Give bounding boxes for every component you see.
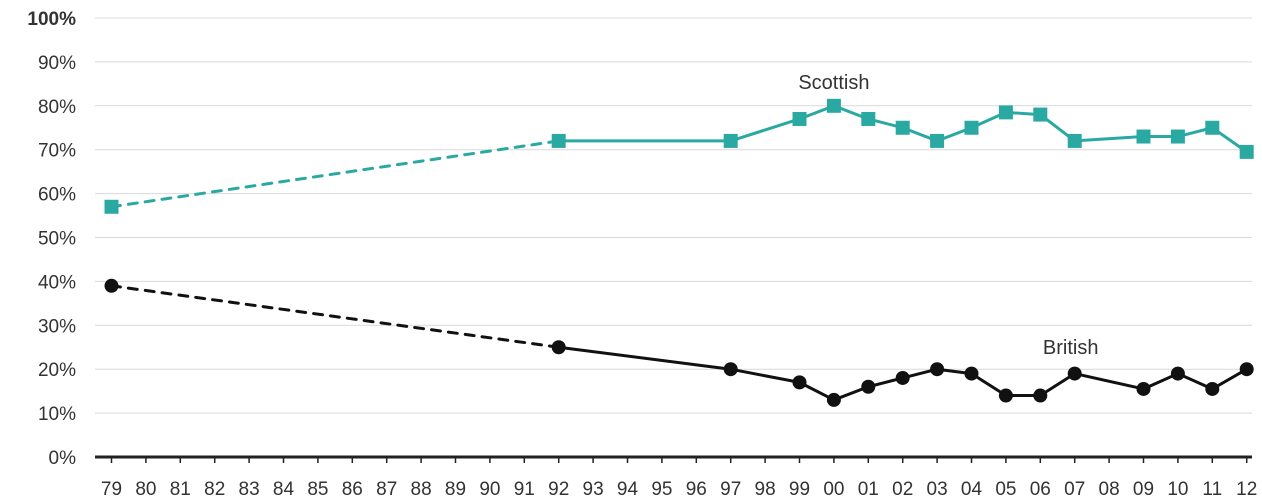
- data-point: [998, 105, 1013, 120]
- series-label: Scottish: [798, 72, 869, 94]
- x-tick-label: 12: [1236, 479, 1257, 500]
- x-tick-label: 90: [479, 479, 500, 500]
- data-point: [792, 111, 807, 126]
- series-segment: [1073, 372, 1145, 391]
- series-labels: Scottish British: [798, 72, 1098, 359]
- series-segment-dashed: [110, 284, 561, 349]
- data-point: [1239, 144, 1254, 159]
- series-lines: [104, 98, 1254, 407]
- data-point: [895, 370, 910, 385]
- data-point: [930, 133, 945, 148]
- data-point: [723, 133, 738, 148]
- data-point: [826, 98, 841, 113]
- data-point: [964, 366, 979, 381]
- data-point: [1170, 129, 1185, 144]
- data-point: [1239, 362, 1254, 377]
- x-tick-label: 07: [1064, 479, 1085, 500]
- x-tick-label: 01: [858, 479, 879, 500]
- y-tick-label: 20%: [38, 360, 76, 381]
- y-tick-label: 40%: [38, 272, 76, 293]
- x-tick-label: 06: [1030, 479, 1051, 500]
- data-point: [104, 199, 119, 214]
- grid-lines: [95, 17, 1252, 414]
- x-tick-label: 05: [995, 479, 1016, 500]
- data-point: [895, 120, 910, 135]
- series-segment: [557, 345, 733, 371]
- y-tick-label: 30%: [38, 316, 76, 337]
- y-tick-label: 90%: [38, 53, 76, 74]
- x-tick-label: 97: [720, 479, 741, 500]
- x-tick-label: 84: [273, 479, 295, 500]
- y-tick-label: 60%: [38, 185, 76, 206]
- data-point: [861, 379, 876, 394]
- data-point: [1136, 381, 1151, 396]
- series-segment-dashed: [110, 139, 561, 209]
- y-tick-label: 100%: [27, 9, 76, 30]
- x-tick-label: 80: [135, 479, 156, 500]
- data-point: [723, 362, 738, 377]
- x-tick-label: 93: [583, 479, 604, 500]
- data-point: [551, 340, 566, 355]
- data-point: [1205, 120, 1220, 135]
- series-segment: [1073, 135, 1145, 143]
- x-axis-tick-labels: 79 80 81 82 83 84 85 86 87 88 89 90 91 92 93 94 95 96 97 98…: [101, 457, 1257, 500]
- series-scottish: [104, 98, 1254, 214]
- x-tick-label: 92: [548, 479, 569, 500]
- data-point: [1067, 133, 1082, 148]
- data-point: [998, 388, 1013, 403]
- data-point: [1033, 107, 1048, 122]
- y-tick-label: 50%: [38, 229, 76, 250]
- data-point: [861, 111, 876, 126]
- x-tick-label: 03: [927, 479, 948, 500]
- x-tick-label: 88: [411, 479, 432, 500]
- data-point: [551, 133, 566, 148]
- x-tick-label: 00: [823, 479, 844, 500]
- x-tick-label: 02: [892, 479, 913, 500]
- data-point: [792, 375, 807, 390]
- y-tick-label: 70%: [38, 141, 76, 162]
- data-point: [930, 362, 945, 377]
- series-segment: [729, 367, 801, 384]
- series-label: British: [1043, 337, 1099, 359]
- x-tick-label: 04: [961, 479, 983, 500]
- data-point: [826, 392, 841, 407]
- x-tick-label: 81: [170, 479, 191, 500]
- x-tick-label: 91: [514, 479, 535, 500]
- x-tick-label: 89: [445, 479, 466, 500]
- y-tick-label: 10%: [38, 404, 76, 425]
- data-point: [964, 120, 979, 135]
- series-british: [104, 278, 1254, 407]
- x-tick-label: 99: [789, 479, 810, 500]
- x-tick-label: 94: [617, 479, 639, 500]
- y-tick-label: 80%: [38, 97, 76, 118]
- y-axis-tick-labels: 0% 10% 20% 30% 40% 50% 60% 70% 80% 90% 100%: [27, 9, 76, 469]
- x-tick-label: 95: [651, 479, 672, 500]
- x-tick-label: 11: [1202, 479, 1222, 500]
- x-tick-label: 82: [204, 479, 225, 500]
- x-tick-label: 10: [1167, 479, 1188, 500]
- x-tick-label: 86: [342, 479, 363, 500]
- x-tick-label: 85: [307, 479, 328, 500]
- x-tick-label: 87: [376, 479, 397, 500]
- x-tick-label: 08: [1099, 479, 1120, 500]
- x-tick-label: 98: [755, 479, 776, 500]
- y-tick-label: 0%: [49, 448, 77, 469]
- data-point: [104, 278, 119, 293]
- series-segment: [729, 117, 801, 143]
- data-point: [1205, 381, 1220, 396]
- x-tick-label: 79: [101, 479, 122, 500]
- x-tick-label: 83: [239, 479, 260, 500]
- x-tick-label: 96: [686, 479, 707, 500]
- data-point: [1033, 388, 1048, 403]
- data-point: [1067, 366, 1082, 381]
- data-point: [1136, 129, 1151, 144]
- x-tick-label: 09: [1133, 479, 1154, 500]
- data-point: [1170, 366, 1185, 381]
